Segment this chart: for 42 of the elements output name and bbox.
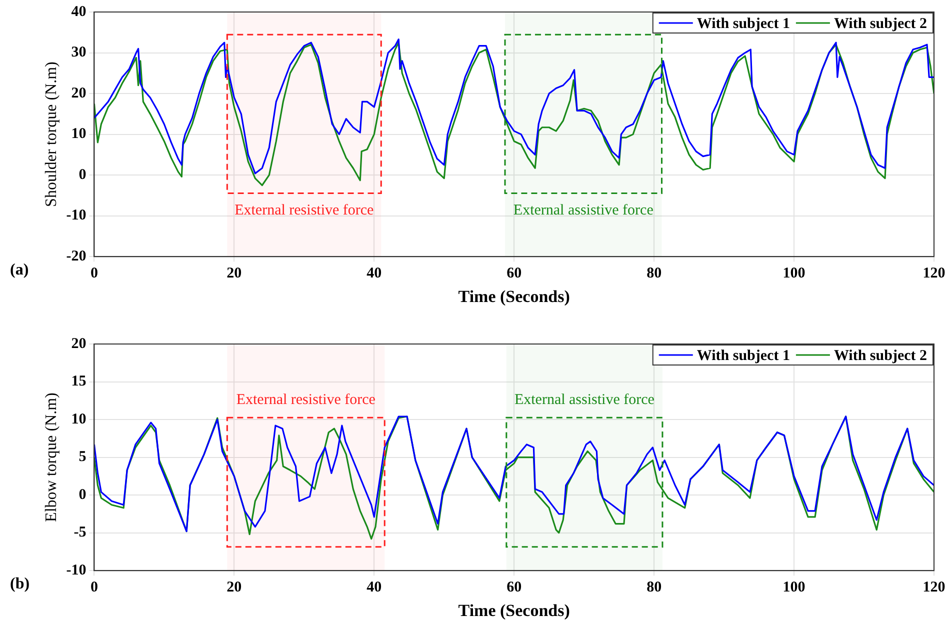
legend-label: With subject 1 bbox=[696, 16, 790, 32]
x-tick-label: 60 bbox=[506, 579, 522, 596]
y-axis-title: Shoulder torque (N.m) bbox=[42, 62, 60, 207]
text: (b) bbox=[10, 576, 30, 593]
y-tick-label: 20 bbox=[71, 85, 86, 102]
x-tick-label: 100 bbox=[782, 265, 806, 282]
x-tick-label: 20 bbox=[226, 265, 242, 282]
legend-label: With subject 1 bbox=[696, 348, 790, 364]
y-tick-label: 0 bbox=[78, 166, 86, 183]
x-tick-label: 60 bbox=[506, 265, 522, 282]
y-tick-label: -5 bbox=[74, 524, 86, 541]
y-tick-label: 10 bbox=[71, 126, 86, 142]
y-tick-label: -10 bbox=[66, 562, 86, 578]
y-tick-label: 40 bbox=[71, 4, 86, 20]
x-tick-label: 0 bbox=[90, 579, 98, 596]
legend-label: With subject 2 bbox=[834, 348, 927, 364]
y-tick-label: -20 bbox=[66, 248, 86, 264]
y-tick-label: 15 bbox=[71, 374, 86, 390]
y-tick-label: 20 bbox=[71, 336, 86, 352]
y-tick-label: 30 bbox=[71, 44, 86, 61]
x-tick-label: 80 bbox=[646, 265, 662, 282]
text: (a) bbox=[10, 262, 29, 279]
y-tick-label: -10 bbox=[66, 208, 86, 224]
x-tick-label: 40 bbox=[366, 579, 382, 596]
band-label: External resistive force bbox=[234, 202, 374, 219]
x-tick-label: 100 bbox=[782, 579, 806, 596]
y-tick-label: 0 bbox=[78, 486, 86, 503]
x-tick-label: 40 bbox=[366, 265, 382, 282]
y-tick-label: 5 bbox=[78, 449, 86, 466]
x-tick-label: 120 bbox=[922, 579, 946, 596]
y-tick-label: 10 bbox=[71, 411, 86, 428]
x-tick-label: 0 bbox=[90, 265, 98, 282]
band-label: External resistive force bbox=[236, 392, 376, 408]
y-axis-title: Elbow torque (N.m) bbox=[42, 392, 60, 522]
band-label: External assistive force bbox=[513, 202, 654, 219]
x-axis-title: Time (Seconds) bbox=[458, 601, 570, 620]
band-label: External assistive force bbox=[514, 392, 655, 408]
x-tick-label: 20 bbox=[226, 579, 242, 596]
x-axis-title: Time (Seconds) bbox=[458, 287, 570, 306]
legend-label: With subject 2 bbox=[834, 16, 927, 32]
x-tick-label: 120 bbox=[922, 265, 946, 282]
x-tick-label: 80 bbox=[646, 579, 662, 596]
